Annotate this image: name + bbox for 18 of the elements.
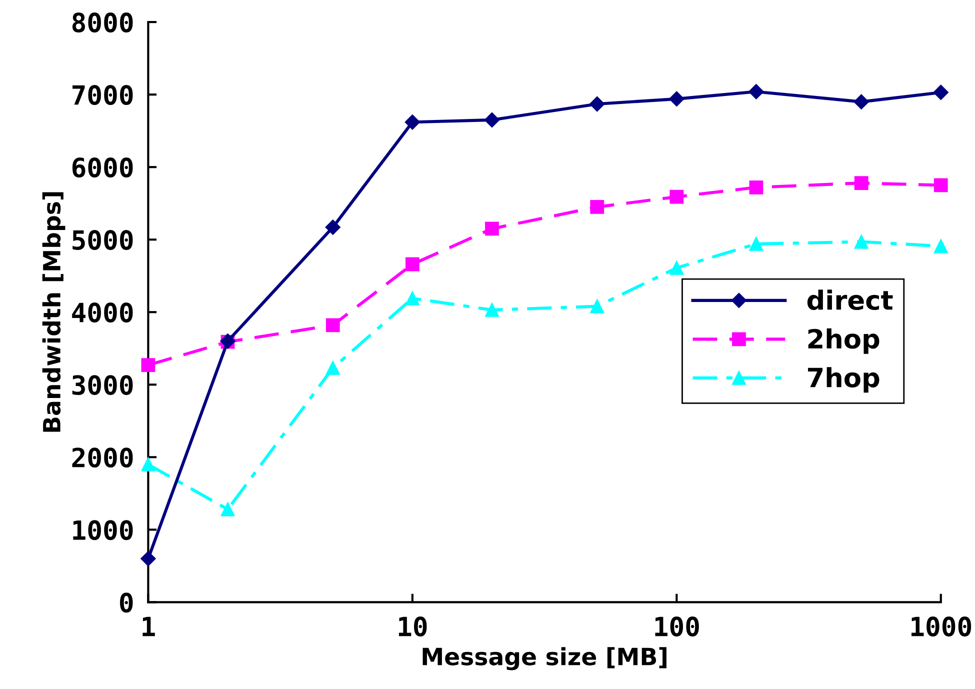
y-tick-label: 8000: [72, 12, 133, 32]
x-tick-label: 10: [398, 616, 427, 636]
legend-label: direct: [807, 290, 893, 310]
legend-label: 7hop: [808, 367, 880, 393]
x-axis-title: Message size [MB]: [422, 647, 666, 670]
y-tick-label: 7000: [72, 85, 133, 105]
y-tick-label: 1000: [73, 520, 133, 540]
y-tick-label: 6000: [72, 158, 133, 178]
y-axis-title: Bandwidth [Mbps]: [42, 192, 66, 432]
y-tick-label: 4000: [72, 302, 133, 323]
x-tick-label: 1000: [912, 616, 972, 636]
legend-label: 2hop: [808, 328, 880, 354]
y-tick-label: 0: [120, 592, 133, 613]
y-tick-label: 2000: [72, 448, 133, 468]
y-tick-label: 3000: [72, 375, 133, 396]
x-tick-label: 100: [655, 616, 699, 636]
y-tick-label: 5000: [72, 230, 133, 250]
x-tick-label: 1: [142, 616, 155, 636]
